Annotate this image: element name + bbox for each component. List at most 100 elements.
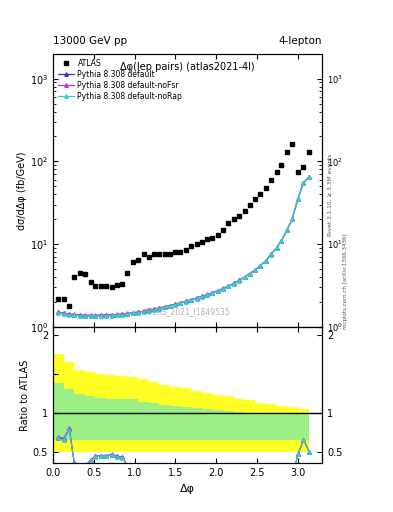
Pythia 8.308 default-noRap: [83, 313, 87, 319]
Pythia 8.308 default-noRap: [199, 294, 204, 300]
Pythia 8.308 default-noRap: [104, 313, 108, 319]
ATLAS: [237, 212, 241, 219]
Pythia 8.308 default-noFsr: [199, 293, 204, 300]
Pythia 8.308 default: [220, 286, 225, 292]
Pythia 8.308 default-noFsr: [104, 312, 108, 318]
Pythia 8.308 default-noRap: [141, 309, 146, 315]
Pythia 8.308 default-noFsr: [167, 303, 172, 309]
Pythia 8.308 default-noRap: [109, 312, 114, 318]
ATLAS: [205, 236, 209, 242]
ATLAS: [136, 257, 140, 263]
Pythia 8.308 default-noRap: [268, 251, 273, 258]
Line: Pythia 8.308 default-noRap: Pythia 8.308 default-noRap: [57, 175, 311, 318]
ATLAS: [242, 208, 247, 214]
ATLAS: [264, 185, 268, 191]
Pythia 8.308 default-noRap: [78, 313, 83, 319]
Pythia 8.308 default-noFsr: [141, 308, 146, 314]
Pythia 8.308 default-noFsr: [99, 312, 103, 318]
Pythia 8.308 default-noRap: [93, 313, 98, 319]
Pythia 8.308 default-noRap: [130, 310, 135, 316]
Line: Pythia 8.308 default-noFsr: Pythia 8.308 default-noFsr: [57, 175, 311, 317]
Pythia 8.308 default-noFsr: [120, 311, 125, 317]
Pythia 8.308 default-noFsr: [247, 270, 252, 276]
Pythia 8.308 default-noRap: [115, 312, 119, 318]
Pythia 8.308 default: [268, 251, 273, 258]
Pythia 8.308 default: [104, 312, 108, 318]
Pythia 8.308 default-noFsr: [136, 309, 140, 315]
Pythia 8.308 default-noFsr: [157, 305, 162, 311]
Pythia 8.308 default-noRap: [162, 304, 167, 310]
Pythia 8.308 default: [130, 310, 135, 316]
ATLAS: [61, 295, 66, 302]
Pythia 8.308 default-noRap: [242, 274, 247, 280]
Pythia 8.308 default-noRap: [72, 312, 77, 318]
Pythia 8.308 default-noRap: [253, 267, 258, 273]
ATLAS: [307, 149, 312, 155]
ATLAS: [109, 284, 114, 290]
Pythia 8.308 default-noRap: [279, 238, 284, 244]
Pythia 8.308 default-noRap: [99, 313, 103, 319]
Pythia 8.308 default: [189, 297, 193, 303]
Pythia 8.308 default: [99, 312, 103, 318]
Pythia 8.308 default-noFsr: [264, 258, 268, 264]
Text: 4-lepton: 4-lepton: [279, 36, 322, 46]
Pythia 8.308 default: [264, 258, 268, 264]
Pythia 8.308 default: [279, 238, 284, 244]
ATLAS: [72, 274, 77, 280]
Pythia 8.308 default: [72, 312, 77, 318]
Pythia 8.308 default-noFsr: [290, 216, 294, 222]
Pythia 8.308 default-noFsr: [205, 291, 209, 297]
Pythia 8.308 default-noRap: [290, 216, 294, 222]
Pythia 8.308 default: [115, 312, 119, 318]
ATLAS: [274, 168, 279, 175]
ATLAS: [157, 251, 162, 258]
Pythia 8.308 default-noRap: [178, 300, 183, 306]
Pythia 8.308 default-noFsr: [61, 310, 66, 316]
Pythia 8.308 default: [184, 298, 188, 305]
Pythia 8.308 default-noFsr: [173, 301, 178, 307]
ATLAS: [152, 251, 156, 258]
Pythia 8.308 default-noRap: [296, 196, 300, 202]
ATLAS: [247, 202, 252, 208]
Pythia 8.308 default: [285, 226, 290, 232]
Pythia 8.308 default-noFsr: [210, 290, 215, 296]
Pythia 8.308 default: [215, 288, 220, 294]
ATLAS: [141, 251, 146, 258]
Line: Pythia 8.308 default: Pythia 8.308 default: [57, 175, 311, 317]
Pythia 8.308 default-noFsr: [220, 285, 225, 291]
ATLAS: [290, 141, 294, 147]
Pythia 8.308 default-noFsr: [72, 311, 77, 317]
Pythia 8.308 default-noFsr: [67, 311, 72, 317]
Pythia 8.308 default: [136, 309, 140, 315]
ATLAS: [93, 283, 98, 289]
ATLAS: [56, 295, 61, 302]
Pythia 8.308 default-noFsr: [83, 312, 87, 318]
ATLAS: [173, 249, 178, 255]
Pythia 8.308 default: [167, 303, 172, 309]
ATLAS: [220, 226, 225, 232]
ATLAS: [162, 251, 167, 258]
Pythia 8.308 default: [93, 312, 98, 318]
Pythia 8.308 default-noFsr: [146, 307, 151, 313]
Pythia 8.308 default-noRap: [274, 245, 279, 251]
Pythia 8.308 default-noRap: [232, 281, 237, 287]
ATLAS: [67, 303, 72, 309]
ATLAS: [194, 241, 199, 247]
Pythia 8.308 default-noRap: [61, 311, 66, 317]
ATLAS: [88, 279, 93, 285]
Pythia 8.308 default-noFsr: [274, 245, 279, 251]
ATLAS: [258, 191, 263, 197]
Pythia 8.308 default-noFsr: [109, 312, 114, 318]
Pythia 8.308 default: [296, 196, 300, 202]
Pythia 8.308 default: [237, 277, 241, 283]
ATLAS: [199, 239, 204, 245]
Pythia 8.308 default-noRap: [67, 312, 72, 318]
Pythia 8.308 default: [307, 174, 312, 180]
Pythia 8.308 default: [120, 311, 125, 317]
Pythia 8.308 default: [67, 311, 72, 317]
Pythia 8.308 default-noFsr: [78, 312, 83, 318]
ATLAS: [301, 164, 306, 170]
Pythia 8.308 default-noRap: [56, 310, 61, 316]
Pythia 8.308 default-noFsr: [253, 267, 258, 273]
Pythia 8.308 default-noRap: [205, 292, 209, 298]
